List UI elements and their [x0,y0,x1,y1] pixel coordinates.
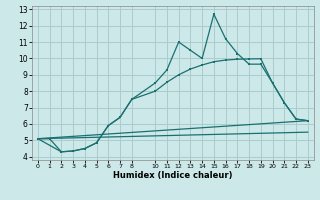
X-axis label: Humidex (Indice chaleur): Humidex (Indice chaleur) [113,171,233,180]
